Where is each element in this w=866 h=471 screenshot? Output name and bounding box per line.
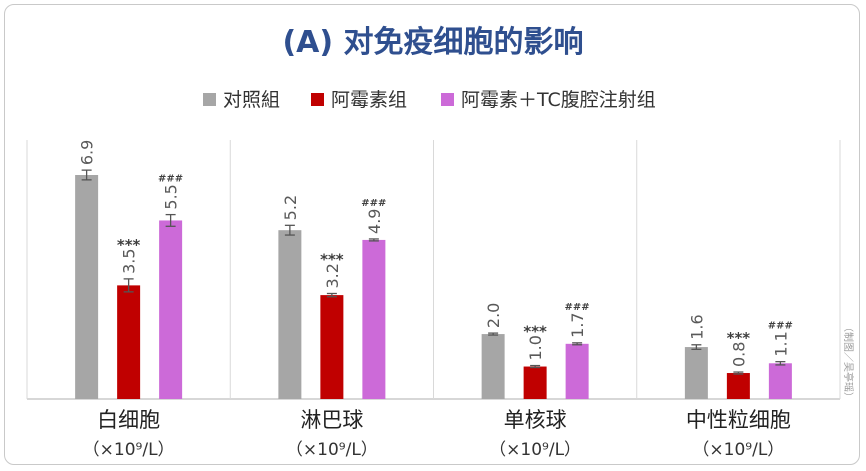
error-bar xyxy=(775,361,786,366)
chart-frame xyxy=(4,4,860,465)
significance-mark: ### xyxy=(158,174,183,185)
error-bar xyxy=(123,278,134,293)
legend-label-3: 阿霉素＋TC腹腔注射组 xyxy=(461,89,656,111)
bar xyxy=(320,295,344,399)
group-separators xyxy=(26,140,841,399)
legend-swatch-1 xyxy=(203,93,216,106)
bar xyxy=(481,334,505,399)
category-unit: （×10⁹/L） xyxy=(83,440,175,460)
error-bar xyxy=(733,371,744,375)
category-label: 淋巴球 xyxy=(300,408,363,432)
category-label: 白细胞 xyxy=(97,408,160,432)
bar xyxy=(75,175,99,399)
category-labels: 白细胞 （×10⁹/L） 淋巴球 （×10⁹/L） 单核球 （×10⁹/L） 中性粒细胞 （×… xyxy=(83,408,791,460)
significance-mark: *** xyxy=(727,329,751,347)
error-bar xyxy=(368,238,379,242)
legend-swatch-2 xyxy=(311,93,324,106)
significance-mark: *** xyxy=(320,250,344,268)
value-label: 5.5 xyxy=(162,184,181,209)
significance-mark: ### xyxy=(565,302,590,313)
value-label: 0.8 xyxy=(729,342,748,367)
error-bar xyxy=(326,292,337,298)
value-label: 3.5 xyxy=(120,248,139,273)
bar xyxy=(362,239,386,399)
legend: 对照組 阿霉素组 阿霉素＋TC腹腔注射组 xyxy=(203,89,656,111)
value-label: 1.1 xyxy=(771,331,790,356)
legend-label-2: 阿霉素组 xyxy=(331,89,407,111)
significance-mark: *** xyxy=(117,236,141,254)
significance-mark: ### xyxy=(361,198,386,209)
error-bar xyxy=(488,332,499,336)
bar xyxy=(117,285,141,399)
category-unit: （×10⁹/L） xyxy=(692,440,784,460)
value-label: 5.2 xyxy=(281,195,300,220)
value-label: 2.0 xyxy=(484,303,503,328)
bar xyxy=(523,366,547,399)
category-unit: （×10⁹/L） xyxy=(286,440,378,460)
error-bar xyxy=(165,213,176,227)
bar xyxy=(159,220,183,399)
legend-swatch-3 xyxy=(441,93,454,106)
value-label: 4.9 xyxy=(365,209,384,234)
error-bar xyxy=(530,364,541,369)
bar xyxy=(565,343,589,399)
chart-title: (A) 对免疫细胞的影响 xyxy=(282,25,583,60)
significance-mark: ### xyxy=(768,321,793,332)
error-bar xyxy=(572,342,583,346)
category-label: 单核球 xyxy=(504,408,567,432)
bars: 6.93.5***5.5###5.23.2***4.9###2.01.0*** 1… xyxy=(75,140,793,399)
value-label: 6.9 xyxy=(78,140,97,165)
value-label: 1.6 xyxy=(687,314,706,339)
significance-mark: *** xyxy=(523,323,547,341)
value-label: 3.2 xyxy=(323,263,342,288)
error-bar xyxy=(691,344,702,350)
value-label: 1.0 xyxy=(526,335,545,360)
credit-note: （制图／吴亭瑶） xyxy=(842,322,855,402)
bar xyxy=(726,373,750,399)
bar xyxy=(768,363,792,399)
bar xyxy=(684,347,708,399)
legend-label-1: 对照組 xyxy=(223,89,280,111)
bar xyxy=(278,230,302,399)
error-bar xyxy=(81,169,92,181)
value-label: 1.7 xyxy=(568,312,587,337)
category-label: 中性粒细胞 xyxy=(686,408,791,432)
category-unit: （×10⁹/L） xyxy=(489,440,581,460)
error-bar xyxy=(284,224,295,236)
